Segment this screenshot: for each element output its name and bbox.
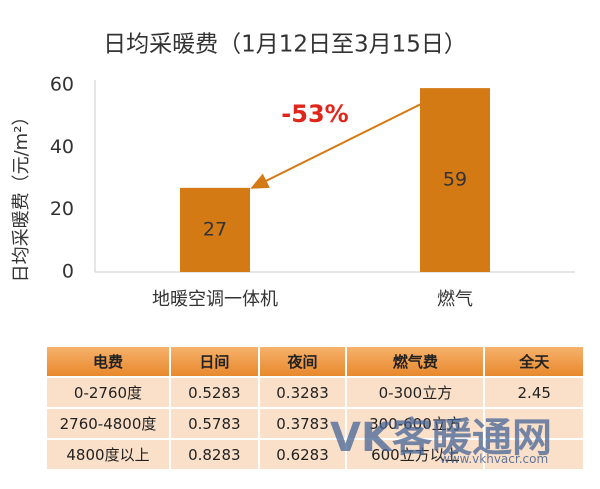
y-tick-label: 20 (50, 198, 74, 220)
x-tick-label: 地暖空调一体机 (152, 289, 278, 310)
y-axis-label: 日均采暖费（元/m²） (11, 108, 32, 283)
table-row: 2760-4800度 0.5783 0.3783 300-600立方 (45, 407, 585, 440)
value-label: 27 (203, 218, 227, 240)
y-tick-label: 60 (50, 74, 74, 96)
table-cell: 0.6283 (257, 438, 348, 471)
table-cell: 0.5283 (168, 376, 260, 409)
watermark-url: www.vkhvacr.com (440, 452, 549, 466)
y-tick-label: 0 (62, 261, 74, 283)
header-cell: 全天 (483, 345, 585, 378)
table-cell: 0.3783 (257, 407, 348, 440)
table-cell: 2760-4800度 (45, 407, 171, 440)
chart: 日均采暖费（1月12日至3月15日） 日均采暖费（元/m²） 0 20 40 60 地暖… (11, 32, 575, 310)
table-cell: 300-600立方 (345, 407, 486, 440)
price-table: 电费 日间 夜间 燃气费 全天 0-2760度 0.5283 0.3283 0-300立方 2.4… (45, 345, 585, 471)
bar (420, 88, 490, 272)
table-cell: 2.45 (483, 376, 585, 409)
header-cell: 夜间 (257, 345, 348, 378)
table-row: 4800度以上 0.8283 0.6283 600立方以上 (45, 438, 585, 471)
value-label: 59 (443, 169, 467, 191)
table-cell: 0.3283 (257, 376, 348, 409)
watermark-logo: VK客暖通网 (330, 415, 552, 461)
bar (180, 187, 250, 272)
table-cell (483, 438, 585, 471)
table-cell: 0-300立方 (345, 376, 486, 409)
table-row: 0-2760度 0.5283 0.3283 0-300立方 2.45 (45, 376, 585, 409)
y-tick-label: 40 (50, 136, 74, 158)
header-cell: 燃气费 (345, 345, 486, 378)
header-cell: 电费 (45, 345, 171, 378)
table-cell: 0.5783 (168, 407, 260, 440)
table-cell (483, 407, 585, 440)
table-cell: 600立方以上 (345, 438, 486, 471)
table-cell: 0.8283 (168, 438, 260, 471)
x-tick-label: 燃气 (437, 289, 473, 310)
annotation-arrow (250, 91, 446, 189)
chart-title: 日均采暖费（1月12日至3月15日） (103, 32, 467, 58)
header-cell: 日间 (168, 345, 260, 378)
table-cell: 0-2760度 (45, 376, 171, 409)
table-cell: 4800度以上 (45, 438, 171, 471)
annotation: -53% (281, 100, 348, 128)
